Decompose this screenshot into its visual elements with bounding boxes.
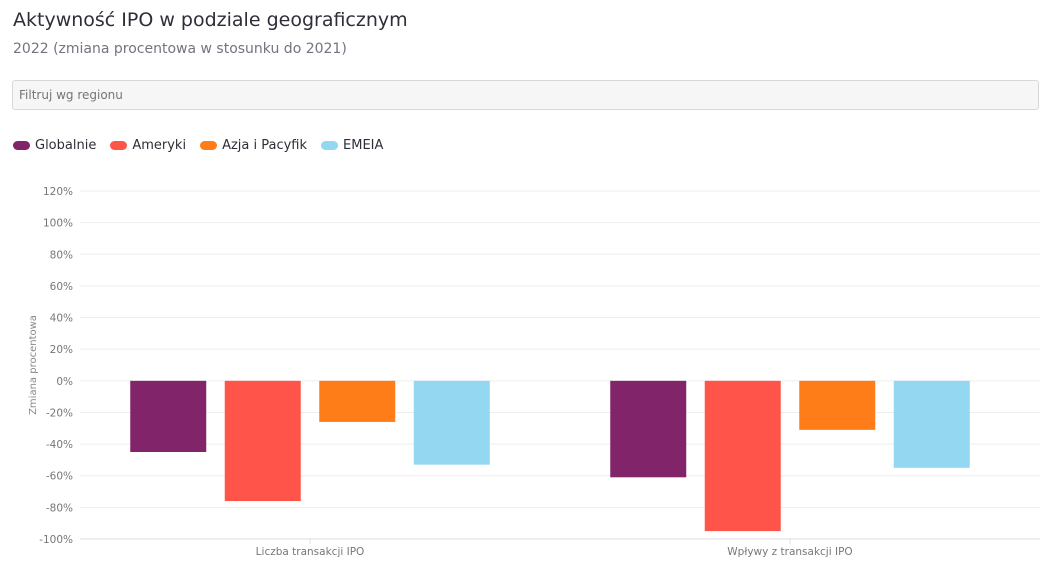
legend-item[interactable]: EMEIA xyxy=(321,138,383,153)
legend-swatch xyxy=(321,141,339,150)
bar-emeia xyxy=(893,380,970,468)
legend-label: Globalnie xyxy=(35,138,97,153)
legend-label: Ameryki xyxy=(132,138,187,153)
y-tick-label: -20% xyxy=(46,407,73,419)
y-tick-label: -100% xyxy=(39,534,73,546)
legend-label: Azja i Pacyfik xyxy=(222,138,308,153)
chart-subtitle: 2022 (zmiana procentowa w stosunku do 20… xyxy=(13,41,347,57)
y-tick-label: 0% xyxy=(56,376,73,388)
legend-item[interactable]: Globalnie xyxy=(13,138,96,153)
bar-emeia xyxy=(413,380,490,465)
bar-azja-i-pacyfik xyxy=(799,380,876,430)
y-tick-label: -60% xyxy=(46,471,73,483)
x-tick-label: Liczba transakcji IPO xyxy=(256,546,365,558)
legend-swatch xyxy=(110,141,128,150)
legend: Globalnie Ameryki Azja i Pacyfik EMEIA xyxy=(13,138,383,153)
y-tick-label: 20% xyxy=(50,344,73,356)
region-filter-input[interactable] xyxy=(12,80,1039,110)
legend-swatch xyxy=(200,141,218,150)
bar-globalnie xyxy=(130,380,207,452)
y-tick-label: 120% xyxy=(43,186,73,198)
y-tick-label: -80% xyxy=(46,502,73,514)
bar-ameryki xyxy=(224,380,301,502)
y-tick-label: -40% xyxy=(46,439,73,451)
y-tick-label: 100% xyxy=(43,218,73,230)
x-tick-label: Wpływy z transakcji IPO xyxy=(727,546,852,558)
bar-ameryki xyxy=(704,380,781,532)
y-tick-label: 80% xyxy=(50,249,73,261)
legend-label: EMEIA xyxy=(343,138,384,153)
legend-item[interactable]: Azja i Pacyfik xyxy=(200,138,307,153)
y-axis-label: Zmiana procentowa xyxy=(28,315,39,415)
bar-azja-i-pacyfik xyxy=(319,380,396,422)
y-tick-label: 40% xyxy=(50,313,73,325)
y-tick-label: 60% xyxy=(50,281,73,293)
legend-item[interactable]: Ameryki xyxy=(110,138,186,153)
bar-globalnie xyxy=(610,380,687,478)
legend-swatch xyxy=(13,141,30,150)
chart-title: Aktywność IPO w podziale geograficznym xyxy=(13,9,408,31)
